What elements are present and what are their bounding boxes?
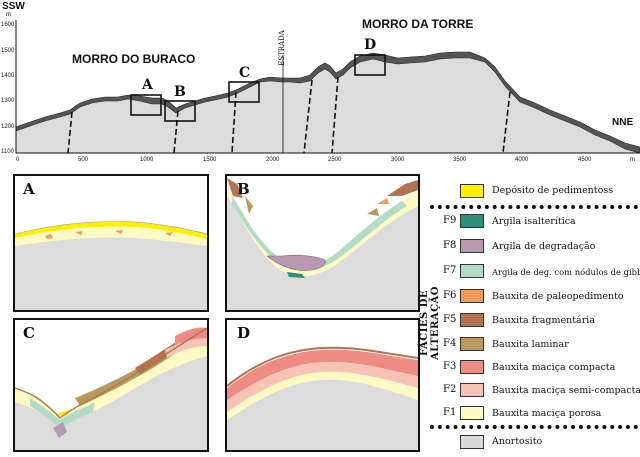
legend-label: Bauxita maciça compacta — [492, 362, 616, 373]
legend-swatch-f2 — [460, 383, 484, 397]
detail-panel-d: D — [225, 318, 420, 452]
y-unit-label: m — [6, 12, 11, 18]
y-tick: 1200 — [1, 124, 15, 130]
x-tick: 3500 — [453, 157, 467, 163]
x-tick: m — [630, 157, 635, 163]
y-tick: 1400 — [1, 73, 15, 79]
legend-vertical-title: FÁCIES DE ALTERAÇÃO — [419, 285, 441, 361]
legend-swatch-pediment — [460, 184, 484, 198]
legend-code: F1 — [443, 407, 457, 418]
x-tick: 500 — [78, 157, 89, 163]
panel-c-svg — [15, 327, 207, 450]
x-tick: 2500 — [328, 157, 342, 163]
direction-left: SSW — [2, 1, 25, 12]
box-b — [164, 100, 196, 122]
panel-a-svg — [15, 221, 207, 310]
legend-label: Argila de degradação — [492, 241, 596, 252]
legend-code: F6 — [443, 290, 457, 301]
y-tick: 1600 — [1, 22, 15, 28]
location-boxes — [130, 54, 386, 122]
legend-code: F2 — [443, 384, 457, 395]
legend-swatch-f1 — [460, 406, 484, 420]
x-tick: 3000 — [391, 157, 405, 163]
legend-code: F8 — [443, 240, 457, 251]
x-tick: 4500 — [578, 157, 592, 163]
box-label-c: C — [239, 65, 251, 81]
panel-letter-b: B — [237, 180, 250, 198]
legend-swatch-f9 — [460, 214, 484, 228]
legend-label-pediment: Depósito de pedimentoss — [492, 185, 614, 196]
legend-swatch-anorthosite — [460, 435, 484, 449]
detail-panel-c: C — [13, 318, 209, 452]
legend-label-anorthosite: Anortosito — [492, 436, 543, 447]
legend-code: F7 — [443, 265, 457, 276]
panel-letter-a: A — [23, 180, 35, 198]
x-tick: 1000 — [140, 157, 154, 163]
x-tick: 0 — [16, 157, 20, 163]
panel-letter-c: C — [23, 324, 35, 342]
legend-separator-top — [430, 205, 638, 209]
panel-letter-d: D — [237, 324, 251, 342]
road-label: ESTRADA — [278, 30, 286, 66]
box-a — [130, 94, 162, 116]
profile-svg — [15, 20, 640, 154]
legend-label: Bauxita maciça porosa — [492, 408, 602, 419]
detail-panel-a: A — [13, 174, 209, 312]
legend-swatch-f6 — [460, 289, 484, 303]
panel-b-svg — [227, 178, 418, 310]
legend-label: Argila de deg. com nódulos de gibbsita — [492, 267, 640, 277]
anorthosite-ground — [16, 58, 640, 153]
hill-left-label: MORRO DO BURACO — [72, 52, 196, 66]
box-d — [354, 54, 386, 76]
x-tick: 4000 — [515, 157, 529, 163]
legend-code: F9 — [443, 215, 457, 226]
y-tick: 1300 — [1, 98, 15, 104]
legend-code: F4 — [443, 338, 457, 349]
legend-label: Bauxita laminar — [492, 339, 569, 350]
legend-label: Bauxita maciça semi-compacta — [492, 385, 640, 396]
legend-code: F3 — [443, 361, 457, 372]
fault-lines — [67, 76, 511, 154]
detail-panel-b: B — [225, 174, 420, 312]
weathering-crust — [15, 51, 640, 154]
direction-right: NNE — [612, 117, 634, 128]
legend-swatch-f4 — [460, 337, 484, 351]
cross-section-profile: SSW NNE m 1600 1500 1400 1300 1200 1100 … — [0, 0, 640, 170]
panel-d-svg — [227, 346, 418, 450]
legend-code: F5 — [443, 314, 457, 325]
x-tick: 1500 — [203, 157, 217, 163]
box-label-b: B — [174, 84, 186, 100]
box-label-d: D — [364, 37, 377, 53]
box-c — [228, 81, 260, 103]
legend-swatch-f3 — [460, 360, 484, 374]
legend-label: Bauxita fragmentária — [492, 315, 595, 326]
box-label-a: A — [142, 77, 153, 93]
legend-swatch-f5 — [460, 313, 484, 327]
hill-right-label: MORRO DA TORRE — [362, 17, 474, 31]
y-tick: 1100 — [1, 149, 14, 155]
legend-swatch-f7 — [460, 264, 484, 278]
legend-separator-bottom — [430, 425, 638, 429]
legend-label: Bauxita de paleopedimento — [492, 291, 624, 302]
x-tick: 2000 — [266, 157, 280, 163]
y-tick: 1500 — [1, 48, 15, 54]
legend-label: Argila isalterítica — [492, 216, 576, 227]
legend-swatch-f8 — [460, 239, 484, 253]
